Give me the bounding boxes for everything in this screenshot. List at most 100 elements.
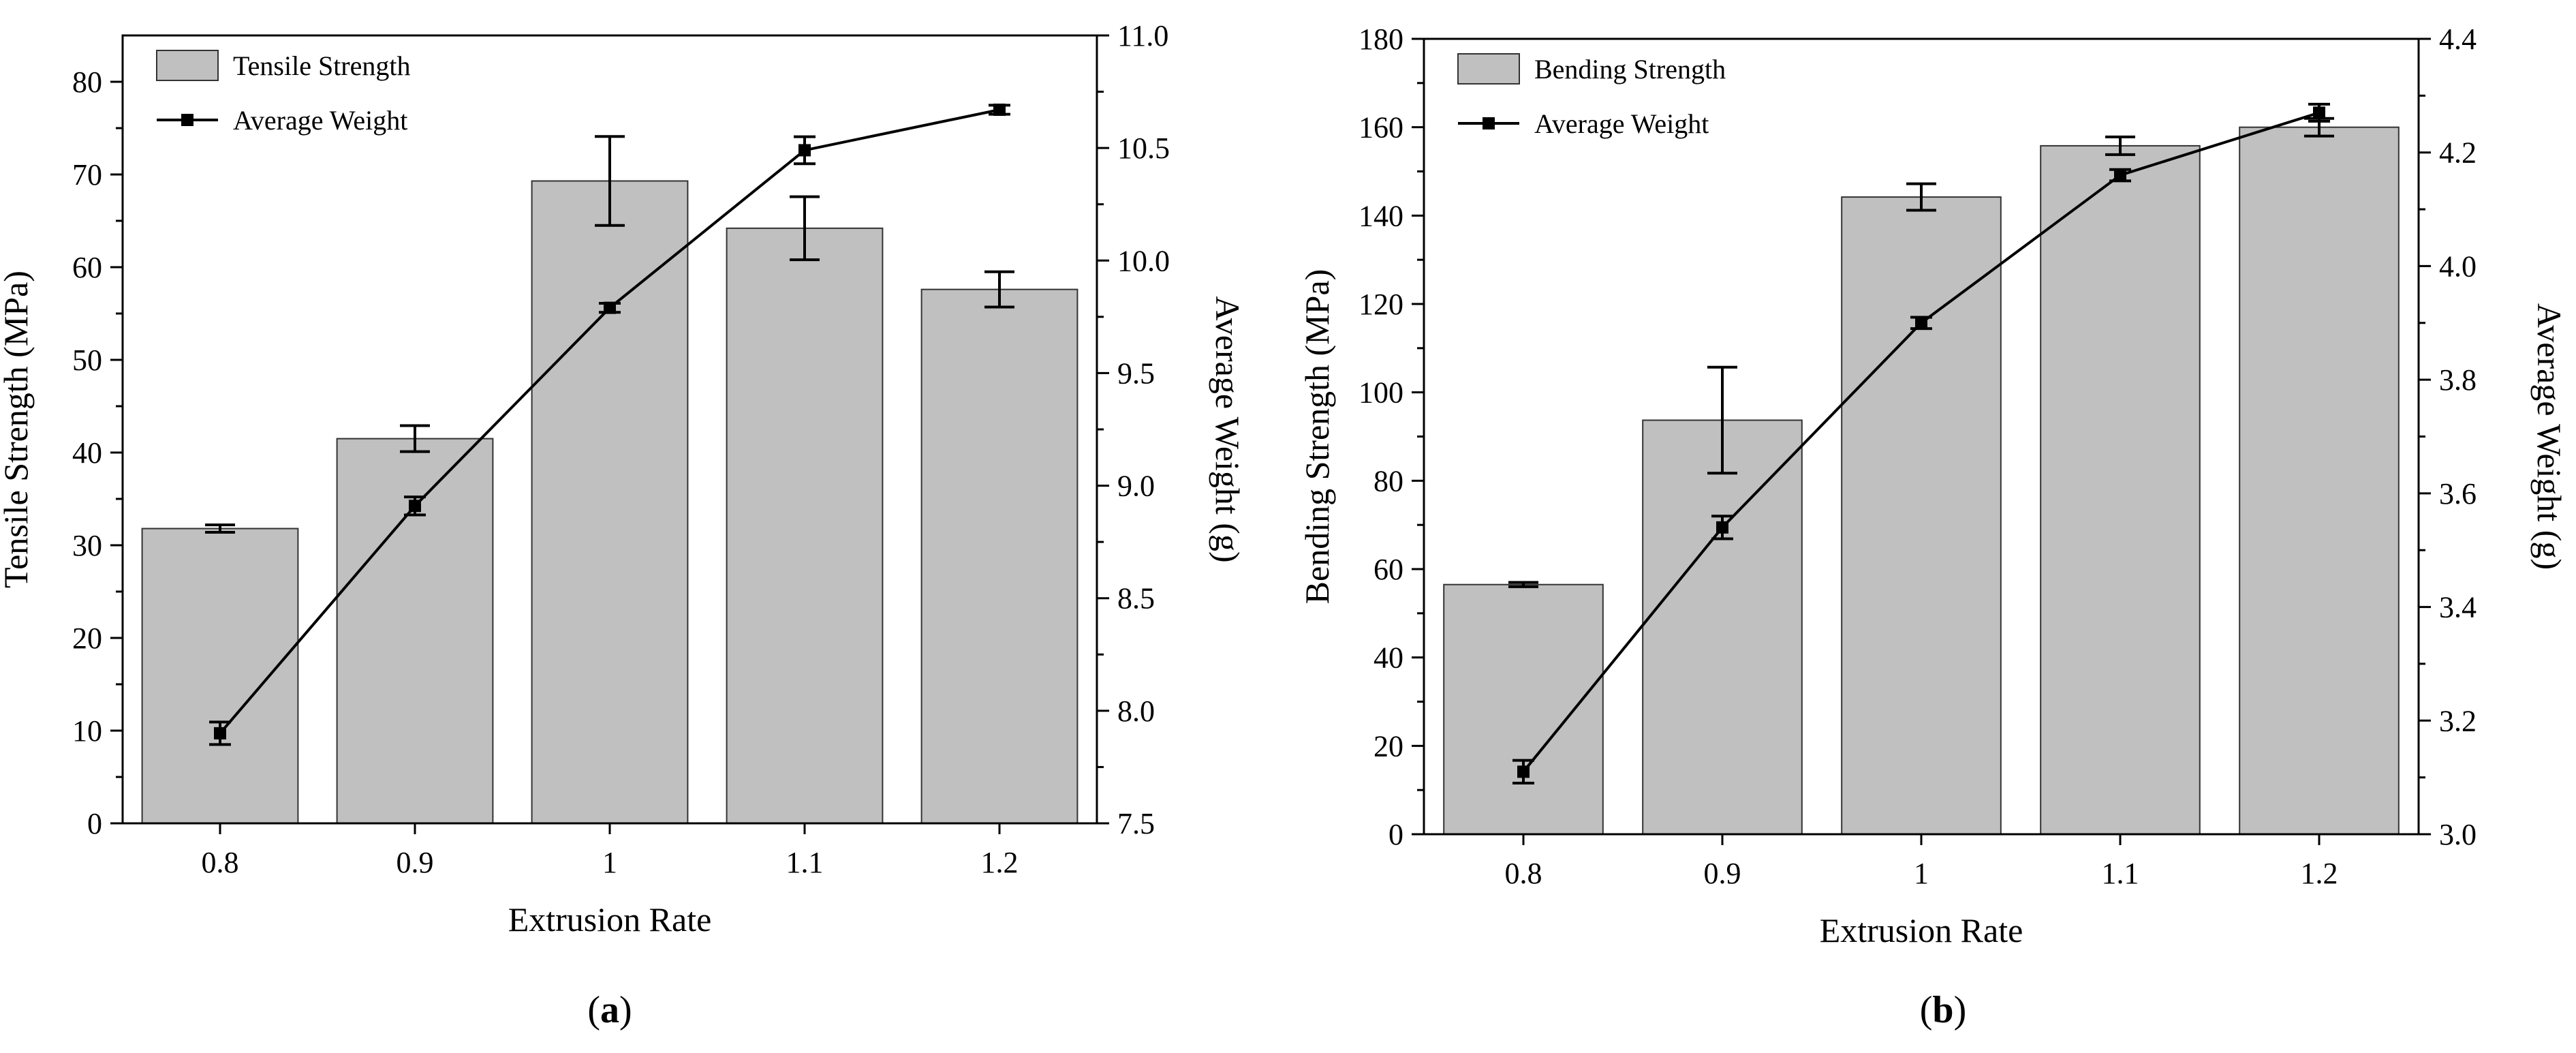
left-axis-tick-label: 10 <box>72 714 102 748</box>
right-axis-tick-label: 10.5 <box>1117 132 1170 165</box>
average-weight-point-0.8 <box>214 727 226 739</box>
right-axis-tick-label: 4.0 <box>2439 249 2477 283</box>
left-axis-tick-label: 20 <box>72 622 102 655</box>
left-axis-tick-label: 20 <box>1374 729 1403 763</box>
left-axis-tick-label: 30 <box>72 529 102 562</box>
bar-1.1 <box>2040 144 2201 835</box>
panel-label-close: ) <box>1954 989 1967 1031</box>
bar-0.8 <box>141 528 299 825</box>
left-axis-tick-label: 40 <box>1374 641 1403 675</box>
bar-1.1 <box>726 227 884 824</box>
legend-line-label: Average Weight <box>233 105 407 136</box>
left-axis-tick-label: 60 <box>1374 553 1403 586</box>
bar-error-bar <box>595 135 625 227</box>
left-axis-tick-label: 0 <box>1388 818 1403 851</box>
x-axis-tick-label: 0.9 <box>1704 857 1741 890</box>
panel-label: (a) <box>587 989 632 1031</box>
left-axis-tick-label: 160 <box>1359 111 1403 144</box>
bar-error-bar <box>1906 182 1936 212</box>
bar-error-bar <box>984 270 1014 309</box>
chart-panel-a: 0 10 20 30 40 50 60 70 80 7.5 8.0 8.5 9.0 9.5 10.0 10.5… <box>0 19 1247 1031</box>
right-axis-title: Average Weight (g) <box>1209 296 1247 562</box>
right-axis-tick-label: 9.5 <box>1117 356 1155 390</box>
bar-error-bar <box>1707 365 1737 475</box>
panel-label-letter: b <box>1932 989 1953 1031</box>
right-axis-tick-label: 8.5 <box>1117 582 1155 615</box>
panel-label-close: ) <box>619 989 632 1031</box>
left-axis-tick-label: 180 <box>1359 22 1403 56</box>
right-axis-tick-label: 4.2 <box>2439 136 2477 170</box>
bar-1.2 <box>920 288 1078 824</box>
chart-panel-b: 0 20 40 60 80 100 120 140 160 180 3.0 3.2 3.4 3.6 3.8 4… <box>1298 22 2569 1031</box>
right-axis-tick-label: 3.0 <box>2439 818 2477 851</box>
left-axis-tick-label: 100 <box>1359 376 1403 410</box>
left-axis-tick-label: 120 <box>1359 288 1403 321</box>
average-weight-point-1.1 <box>2114 169 2126 182</box>
right-axis-tick-label: 7.5 <box>1117 807 1155 840</box>
left-axis-tick-label: 40 <box>72 436 102 470</box>
left-axis-tick-label: 80 <box>72 65 102 99</box>
right-axis-tick-label: 8.0 <box>1117 695 1155 728</box>
bar-error-bar <box>2105 135 2135 156</box>
average-weight-point-1 <box>1915 316 1927 329</box>
legend-line-marker <box>181 114 193 126</box>
right-axis-tick-label: 11.0 <box>1117 19 1168 52</box>
average-weight-point-0.8 <box>1517 765 1530 778</box>
right-axis-tick-label: 3.8 <box>2439 363 2477 397</box>
x-axis-tick-label: 1.1 <box>2102 857 2139 890</box>
right-axis-tick-label: 3.4 <box>2439 591 2477 624</box>
legend-bar-label: Tensile Strength <box>233 50 411 81</box>
x-axis-tick-label: 1.1 <box>786 846 824 879</box>
x-axis-title: Extrusion Rate <box>508 900 712 938</box>
x-axis-title: Extrusion Rate <box>1820 911 2023 949</box>
legend: Tensile Strength Average Weight <box>156 50 411 136</box>
bar-1 <box>531 180 689 824</box>
legend-bar-swatch <box>156 50 219 81</box>
x-axis-tick-label: 0.9 <box>397 846 434 879</box>
left-axis-tick-label: 60 <box>72 251 102 284</box>
left-axis-title: Tensile Strength (MPa) <box>0 271 35 588</box>
bar-error-bar <box>1508 581 1538 588</box>
left-axis-tick-label: 140 <box>1359 199 1403 232</box>
panel-label-open: ( <box>1920 989 1933 1031</box>
average-weight-point-1.2 <box>993 103 1006 116</box>
bar-error-bar <box>400 424 430 453</box>
right-axis-tick-label: 3.6 <box>2439 477 2477 510</box>
bar-error-bar <box>790 195 820 262</box>
right-axis-tick-label: 9.0 <box>1117 470 1155 503</box>
bar-1 <box>1841 196 2002 835</box>
bar-1.2 <box>2239 126 2400 836</box>
x-axis-tick-label: 1 <box>602 846 617 879</box>
average-weight-point-1 <box>604 301 616 314</box>
right-axis-title: Average Weight (g) <box>2530 303 2569 570</box>
panel-label-open: ( <box>587 989 600 1031</box>
left-axis-tick-label: 50 <box>72 344 102 377</box>
x-axis-tick-label: 1 <box>1914 857 1929 890</box>
legend-bar-swatch <box>1457 53 1520 85</box>
x-axis-tick-label: 0.8 <box>202 846 239 879</box>
left-axis-tick-label: 80 <box>1374 464 1403 498</box>
x-axis-tick-label: 1.2 <box>981 846 1019 879</box>
right-axis-tick-label: 3.2 <box>2439 704 2477 737</box>
legend-bar-label: Bending Strength <box>1534 54 1726 85</box>
right-axis-tick-label: 4.4 <box>2439 22 2477 56</box>
bar-error-bar <box>205 523 235 534</box>
legend-line-marker <box>1483 117 1495 129</box>
average-weight-point-1.2 <box>2313 106 2325 119</box>
x-axis-tick-label: 1.2 <box>2301 857 2338 890</box>
left-axis-tick-label: 0 <box>87 807 102 840</box>
x-axis-tick-label: 0.8 <box>1505 857 1542 890</box>
legend-line-label: Average Weight <box>1534 108 1709 139</box>
panel-label: (b) <box>1920 989 1966 1031</box>
bar-0.9 <box>1642 419 1803 835</box>
left-axis-title: Bending Strength (MPa) <box>1298 269 1336 605</box>
right-axis-tick-label: 10.0 <box>1117 244 1170 277</box>
legend: Bending Strength Average Weight <box>1457 53 1726 139</box>
left-axis-tick-label: 70 <box>72 158 102 192</box>
bar-0.8 <box>1443 583 1604 835</box>
average-weight-point-1.1 <box>798 144 811 157</box>
average-weight-point-0.9 <box>409 500 421 513</box>
panel-label-letter: a <box>600 989 619 1031</box>
